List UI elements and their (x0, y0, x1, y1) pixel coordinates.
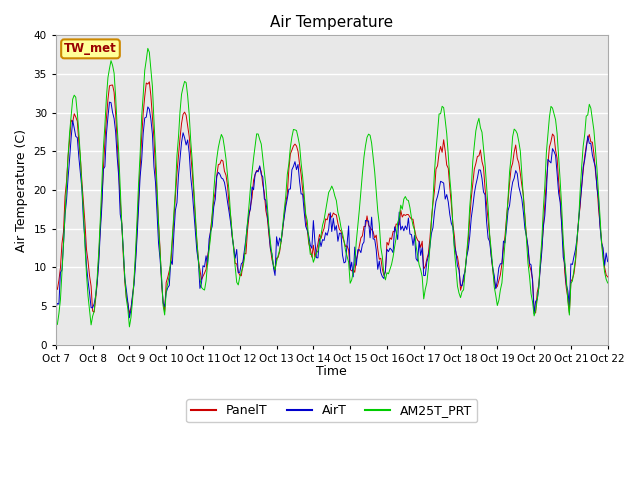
PanelT (52, 283, 60, 288)
AM25T_PRT (388, 262, 396, 267)
PanelT (604, 274, 612, 280)
Legend: PanelT, AirT, AM25T_PRT: PanelT, AirT, AM25T_PRT (186, 399, 477, 422)
AM25T_PRT (52, 323, 60, 328)
PanelT (369, 229, 377, 235)
PanelT (540, 224, 547, 230)
AirT (125, 315, 133, 321)
AM25T_PRT (400, 196, 408, 202)
AirT (52, 305, 60, 311)
AirT (540, 224, 547, 230)
PanelT (145, 79, 153, 84)
AirT (400, 228, 408, 234)
AM25T_PRT (369, 155, 377, 161)
Line: AirT: AirT (56, 102, 608, 318)
AirT (106, 99, 113, 105)
AM25T_PRT (604, 280, 612, 286)
PanelT (400, 212, 408, 217)
Line: PanelT: PanelT (56, 82, 608, 313)
PanelT (158, 281, 166, 287)
AM25T_PRT (158, 275, 166, 280)
AM25T_PRT (144, 46, 152, 51)
PanelT (67, 117, 75, 123)
X-axis label: Time: Time (316, 365, 347, 378)
PanelT (388, 237, 396, 242)
AirT (604, 259, 612, 264)
AM25T_PRT (125, 324, 133, 330)
Title: Air Temperature: Air Temperature (270, 15, 394, 30)
AirT (369, 236, 377, 242)
Line: AM25T_PRT: AM25T_PRT (56, 48, 608, 327)
Y-axis label: Air Temperature (C): Air Temperature (C) (15, 129, 28, 252)
AM25T_PRT (540, 206, 547, 212)
AM25T_PRT (67, 113, 75, 119)
AirT (67, 135, 75, 141)
AirT (388, 247, 396, 252)
Text: TW_met: TW_met (64, 42, 117, 55)
AirT (158, 277, 166, 283)
PanelT (125, 311, 133, 316)
